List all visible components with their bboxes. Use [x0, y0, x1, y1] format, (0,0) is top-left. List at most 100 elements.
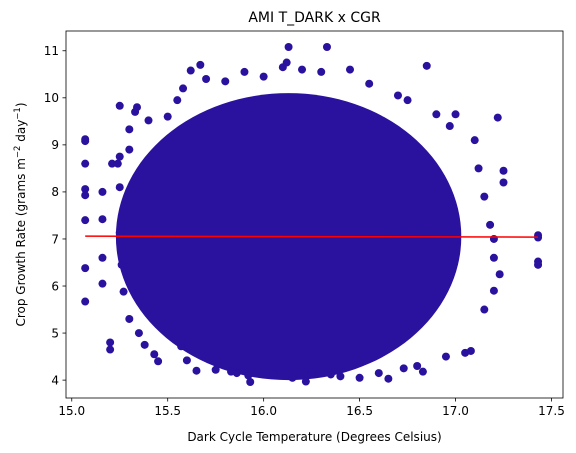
scatter-point — [173, 96, 182, 105]
scatter-point — [489, 286, 498, 295]
y-axis-label: Crop Growth Rate (grams m−2 day−1) — [13, 102, 28, 326]
scatter-point — [466, 346, 475, 355]
scatter-point — [117, 260, 126, 269]
chart-title: AMI T_DARK x CGR — [248, 10, 381, 26]
y-tick-label: 11 — [44, 44, 59, 58]
scatter-point — [326, 370, 335, 379]
scatter-point — [486, 220, 495, 229]
x-tick-label: 15.5 — [154, 404, 181, 418]
scatter-point — [365, 79, 374, 88]
scatter-point — [232, 369, 241, 378]
y-tick-label: 8 — [51, 185, 59, 199]
scatter-point — [150, 350, 159, 359]
scatter-point — [154, 357, 163, 366]
scatter-point — [489, 253, 498, 262]
scatter-point — [301, 377, 310, 386]
scatter-points — [81, 42, 543, 387]
scatter-point — [499, 178, 508, 187]
scatter-point — [534, 233, 543, 242]
scatter-point — [98, 187, 107, 196]
y-axis-label-sup2: −1 — [13, 107, 23, 120]
scatter-point — [422, 61, 431, 70]
scatter-point — [374, 369, 383, 378]
scatter-point — [269, 370, 278, 379]
y-tick-label: 10 — [44, 91, 59, 105]
scatter-point — [81, 297, 90, 306]
scatter-point — [133, 103, 141, 112]
scatter-point — [221, 77, 230, 86]
scatter-point — [177, 342, 186, 351]
scatter-point — [284, 42, 293, 51]
scatter-point — [499, 166, 508, 175]
scatter-point — [470, 136, 479, 145]
x-tick-label: 16.0 — [250, 404, 277, 418]
scatter-point — [125, 125, 134, 134]
scatter-point — [259, 72, 268, 81]
x-tick-label: 17.5 — [538, 404, 565, 418]
scatter-point — [202, 74, 211, 83]
scatter-point — [140, 340, 149, 349]
scatter-point — [163, 112, 172, 121]
scatter-point — [474, 164, 483, 173]
scatter-point — [322, 42, 331, 51]
x-tick-label: 17.0 — [442, 404, 469, 418]
scatter-point — [317, 67, 326, 76]
scatter-point — [134, 329, 143, 338]
scatter-point — [298, 65, 307, 74]
scatter-point — [355, 373, 364, 382]
x-tick-label: 15.0 — [58, 404, 85, 418]
scatter-point — [246, 378, 255, 387]
scatter-point — [445, 122, 454, 131]
scatter-point — [336, 372, 345, 381]
scatter-point — [384, 374, 393, 383]
scatter-point — [98, 279, 107, 288]
scatter-point — [119, 287, 128, 296]
scatter-point — [240, 67, 249, 76]
scatter-point — [451, 110, 460, 119]
scatter-point — [125, 145, 134, 154]
scatter-point — [480, 192, 489, 201]
scatter-point — [98, 253, 107, 262]
scatter-point — [108, 159, 117, 168]
scatter-point — [489, 234, 498, 243]
scatter-point — [144, 116, 153, 125]
scatter-point — [81, 191, 90, 200]
scatter-point — [413, 362, 422, 371]
scatter-point — [307, 369, 316, 378]
scatter-point — [403, 96, 412, 105]
scatter-point — [115, 101, 124, 110]
scatter-point — [399, 364, 408, 373]
scatter-point — [115, 228, 124, 237]
scatter-point — [196, 60, 205, 69]
y-tick-label: 5 — [51, 326, 59, 340]
regression-line — [85, 235, 539, 238]
y-axis-label-prefix: Crop Growth Rate (grams m — [14, 158, 28, 326]
scatter-point — [186, 66, 195, 75]
y-tick-label: 6 — [51, 279, 59, 293]
y-tick-label: 9 — [51, 138, 59, 152]
regression-line-layer — [85, 235, 539, 238]
scatter-point — [192, 366, 201, 375]
scatter-point — [432, 110, 441, 119]
scatter-point — [346, 65, 354, 74]
scatter-point — [179, 84, 188, 93]
scatter-point — [393, 91, 402, 100]
scatter-point — [211, 365, 220, 374]
scatter-point — [495, 270, 504, 279]
axes-frame — [65, 30, 564, 399]
scatter-point — [81, 264, 90, 273]
y-tick-label: 4 — [51, 373, 59, 387]
scatter-point — [244, 371, 253, 380]
scatter-point — [493, 113, 502, 122]
scatter-point — [81, 137, 90, 146]
scatter-point — [534, 260, 543, 269]
scatter-point — [106, 338, 115, 347]
x-axis-label: Dark Cycle Temperature (Degrees Celsius) — [187, 430, 441, 444]
scatter-point — [441, 352, 450, 361]
scatter-point — [480, 305, 489, 314]
scatter-point — [182, 356, 191, 365]
scatter-point — [81, 216, 90, 225]
scatter-point — [115, 152, 124, 161]
scatter-point — [106, 345, 115, 354]
